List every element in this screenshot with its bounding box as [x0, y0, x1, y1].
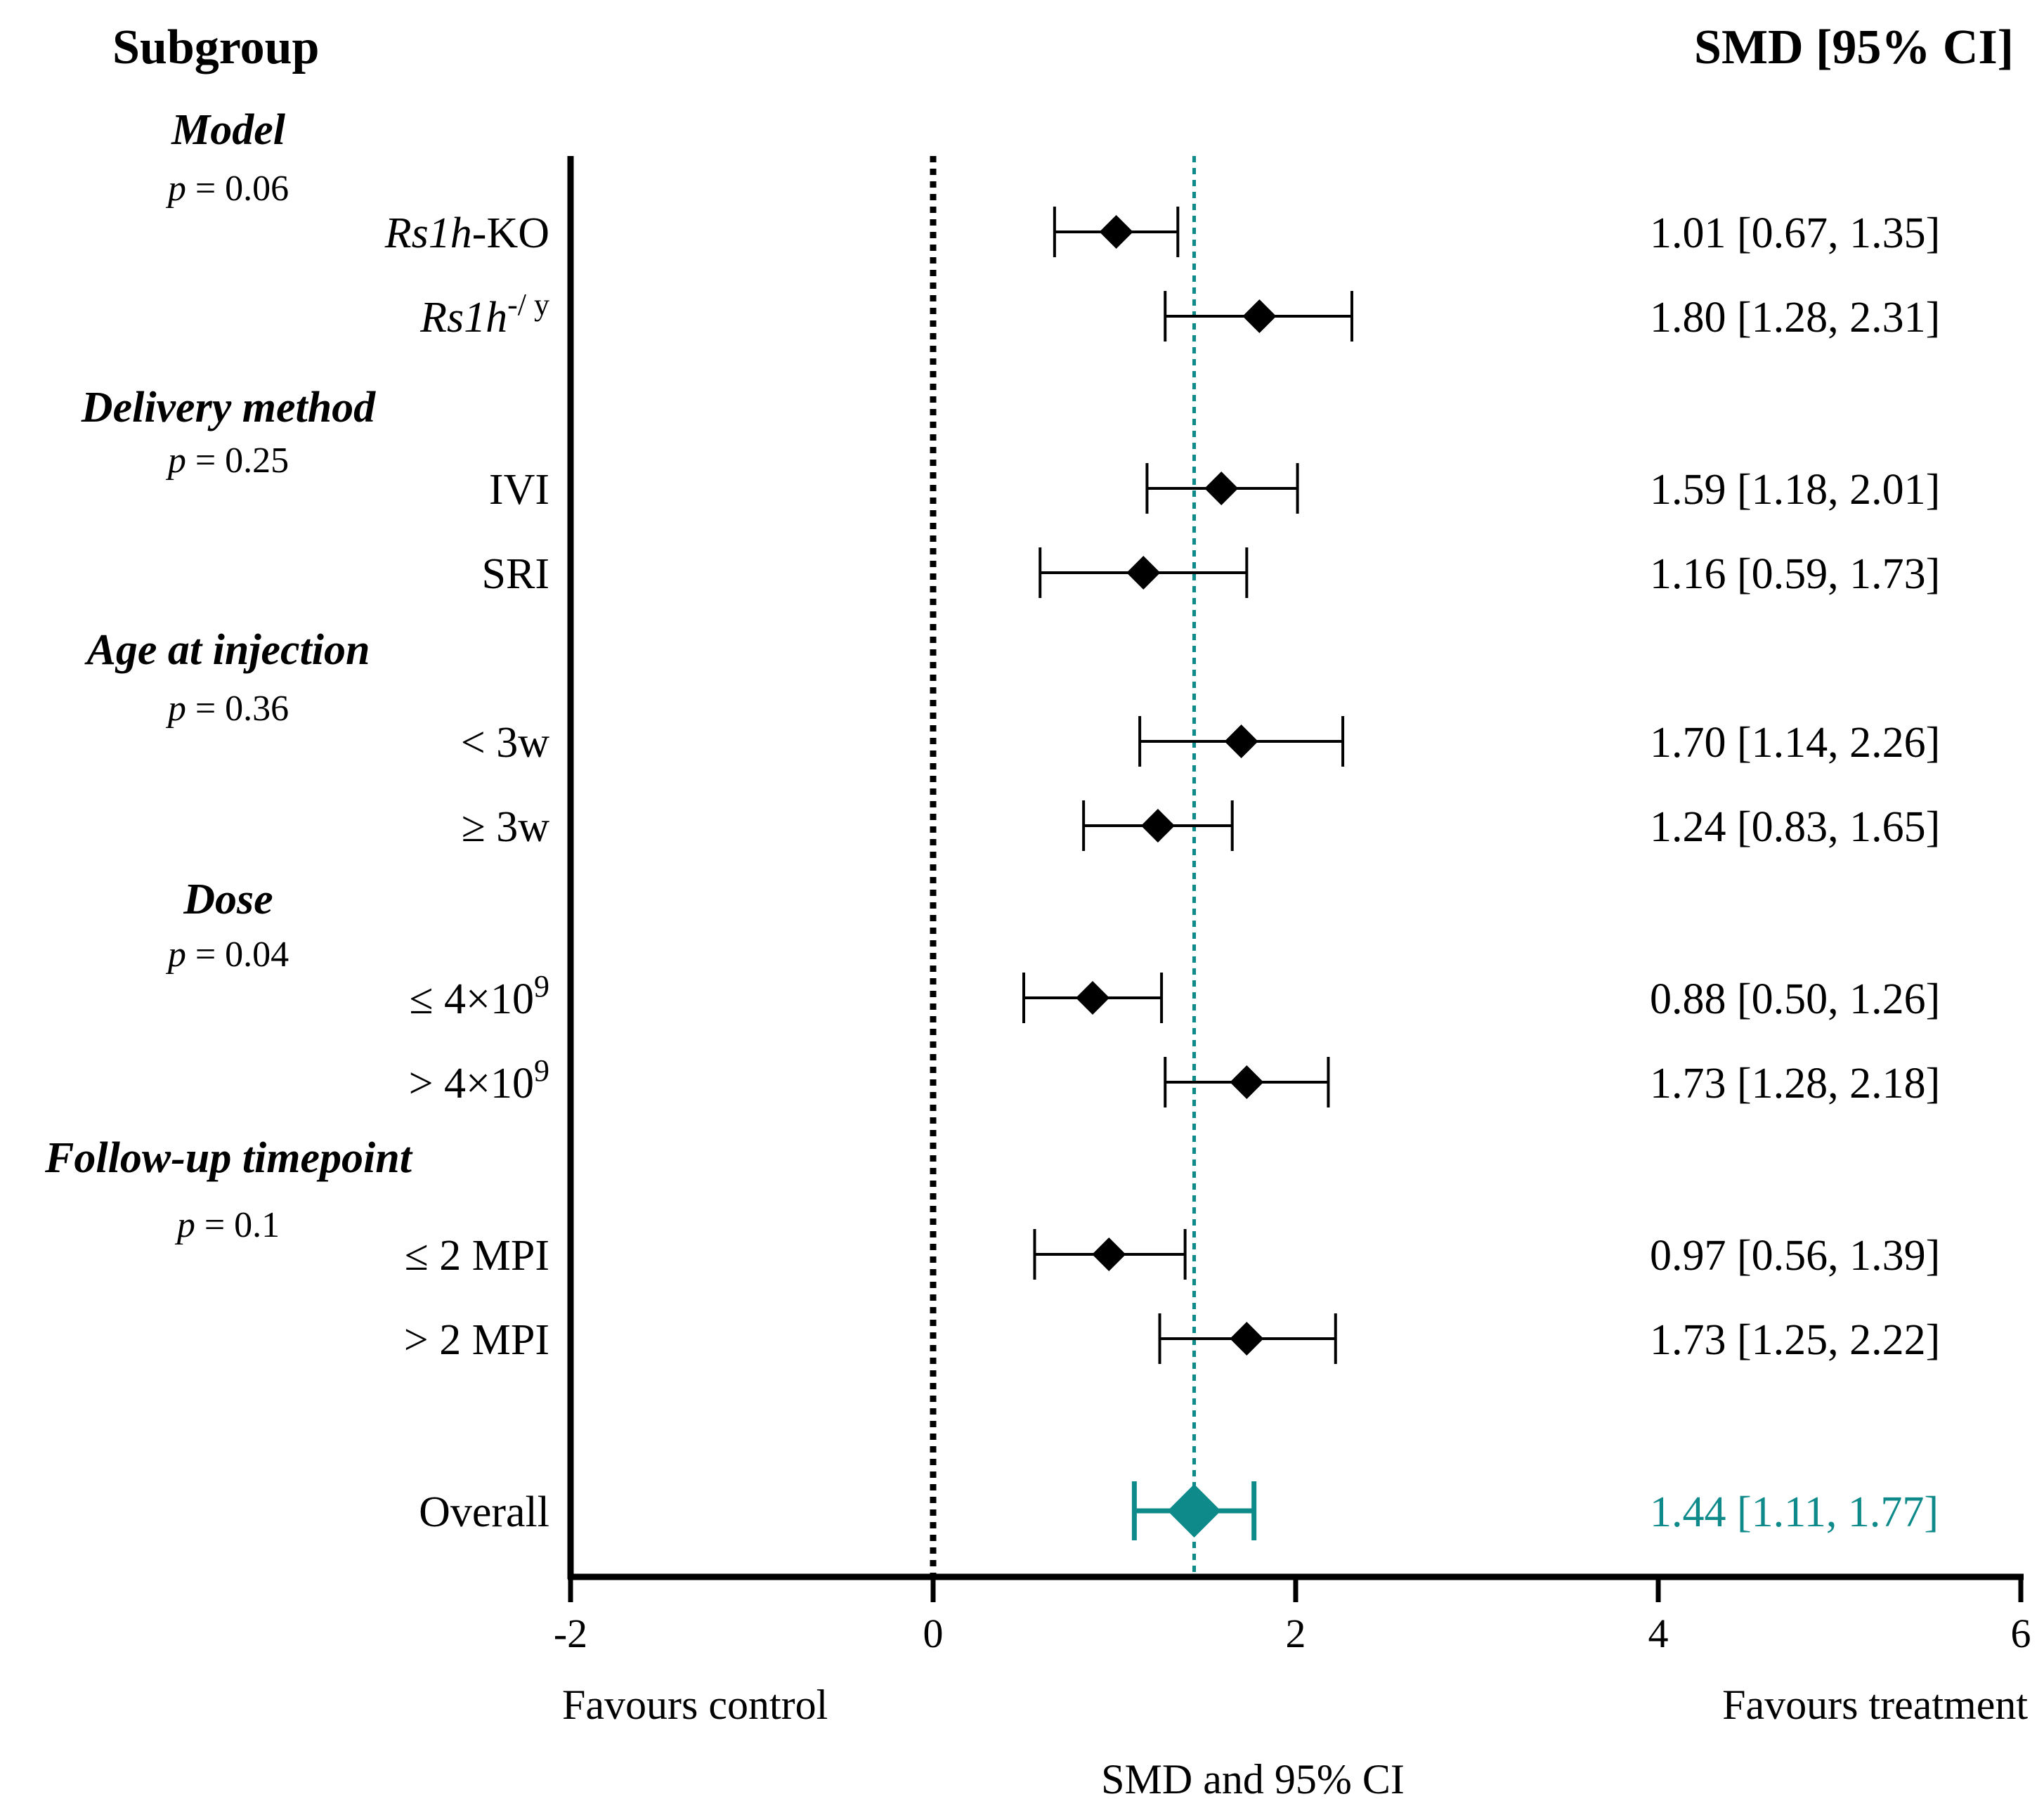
overall-label: Overall: [419, 1488, 549, 1536]
estimate-text: 1.73 [1.25, 2.22]: [1650, 1316, 1940, 1364]
point-estimate-marker: [1224, 724, 1258, 758]
subgroup-label: ≥ 3w: [462, 803, 550, 851]
point-estimate-marker: [1126, 556, 1161, 590]
group-p-value: p = 0.25: [165, 441, 289, 481]
point-estimate-marker: [1076, 981, 1110, 1015]
x-axis-title: SMD and 95% CI: [1101, 1756, 1405, 1802]
subgroup-label: > 4×109: [409, 1053, 549, 1108]
point-estimate-marker: [1099, 215, 1133, 249]
estimate-text: 1.59 [1.18, 2.01]: [1650, 466, 1940, 514]
subgroup-label: > 2 MPI: [404, 1316, 549, 1364]
group-p-value: p = 0.04: [165, 935, 289, 975]
subgroup-label: < 3w: [461, 719, 549, 767]
estimate-text: 1.24 [0.83, 1.65]: [1650, 803, 1940, 851]
estimate-text: 1.01 [0.67, 1.35]: [1650, 209, 1940, 257]
group-title: Model: [171, 106, 286, 154]
group-title: Delivery method: [81, 384, 376, 431]
favours-treatment-label: Favours treatment: [1722, 1682, 2028, 1728]
subgroup-label: IVI: [489, 466, 549, 514]
estimate-text: 1.73 [1.28, 2.18]: [1650, 1060, 1940, 1107]
group-p-value: p = 0.36: [165, 689, 289, 729]
x-tick-label: -2: [554, 1611, 587, 1656]
point-estimate-marker: [1230, 1322, 1264, 1356]
subgroup-label: ≤ 4×109: [410, 969, 550, 1024]
overall-estimate-text: 1.44 [1.11, 1.77]: [1650, 1488, 1939, 1536]
x-tick-label: 2: [1286, 1611, 1306, 1656]
point-estimate-marker: [1242, 299, 1277, 333]
group-title: Follow-up timepoint: [44, 1134, 413, 1182]
estimate-text: 1.80 [1.28, 2.31]: [1650, 294, 1940, 342]
group-p-value: p = 0.1: [174, 1205, 280, 1245]
x-tick-label: 6: [2011, 1611, 2031, 1656]
group-title: Age at injection: [84, 626, 370, 674]
overall-estimate-marker: [1167, 1484, 1221, 1538]
group-p-value: p = 0.06: [165, 169, 289, 209]
estimate-text: 1.16 [0.59, 1.73]: [1650, 550, 1940, 598]
point-estimate-marker: [1204, 472, 1239, 505]
x-tick-label: 0: [923, 1611, 944, 1656]
estimate-text: 0.88 [0.50, 1.26]: [1650, 975, 1940, 1023]
point-estimate-marker: [1092, 1237, 1126, 1271]
subgroup-label: Rs1h-KO: [384, 209, 549, 257]
subgroup-label: SRI: [482, 550, 549, 598]
point-estimate-marker: [1140, 809, 1175, 843]
estimate-text: 0.97 [0.56, 1.39]: [1650, 1232, 1940, 1280]
header-subgroup: Subgroup: [112, 20, 319, 74]
header-smd-ci: SMD [95% CI]: [1694, 20, 2014, 74]
subgroup-label: Rs1h-/ y: [419, 287, 549, 342]
point-estimate-marker: [1230, 1065, 1264, 1099]
favours-control-label: Favours control: [562, 1682, 828, 1728]
subgroup-label: ≤ 2 MPI: [405, 1232, 549, 1280]
estimate-text: 1.70 [1.14, 2.26]: [1650, 719, 1940, 767]
x-tick-label: 4: [1648, 1611, 1669, 1656]
group-title: Dose: [183, 876, 273, 923]
